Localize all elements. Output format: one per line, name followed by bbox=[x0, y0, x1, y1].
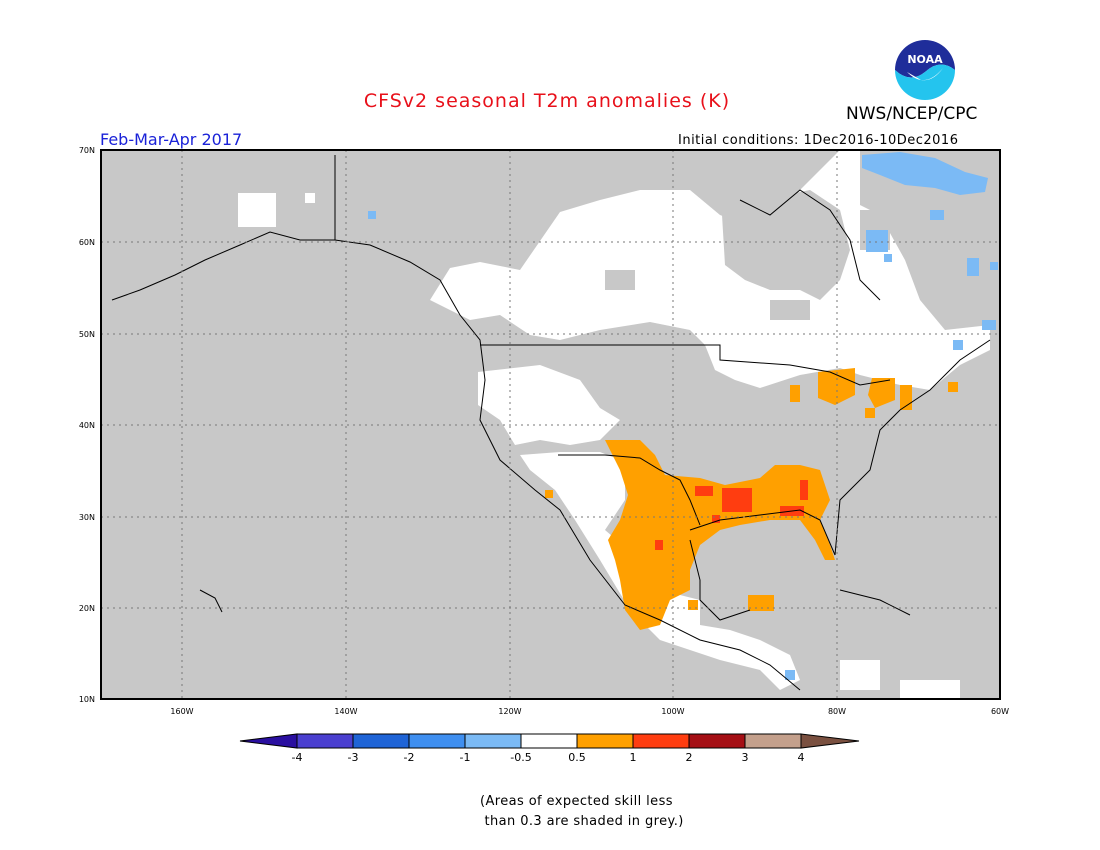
low-skill-patches bbox=[605, 190, 890, 320]
lon-label: 80W bbox=[828, 707, 846, 716]
legend-tick-label: 4 bbox=[798, 751, 805, 764]
lon-label: 60W bbox=[991, 707, 1009, 716]
legend-swatch bbox=[576, 733, 634, 749]
noaa-logo: NOAA bbox=[895, 40, 955, 100]
below-normal-areas bbox=[368, 152, 998, 680]
lon-label: 160W bbox=[170, 707, 193, 716]
strong-above-normal-areas bbox=[655, 480, 808, 550]
lon-label: 100W bbox=[661, 707, 684, 716]
skill-note-line: than 0.3 are shaded in grey.) bbox=[480, 814, 684, 829]
legend-tick-label: 1 bbox=[630, 751, 637, 764]
agency-label: NWS/NCEP/CPC bbox=[846, 104, 978, 124]
legend-swatch bbox=[520, 733, 578, 749]
map-frame bbox=[100, 149, 1001, 700]
lat-label: 30N bbox=[79, 513, 95, 522]
lon-label: 120W bbox=[498, 707, 521, 716]
legend-swatch bbox=[296, 733, 354, 749]
lat-label: 70N bbox=[79, 146, 95, 155]
skill-note: (Areas of expected skill less than 0.3 a… bbox=[480, 792, 684, 832]
map-title: CFSv2 seasonal T2m anomalies (K) bbox=[363, 90, 731, 112]
above-normal-areas bbox=[545, 368, 958, 630]
legend-tick-label: 3 bbox=[742, 751, 749, 764]
svg-text:NOAA: NOAA bbox=[907, 53, 943, 66]
lon-label: 140W bbox=[334, 707, 357, 716]
latitude-labels: 70N 60N 50N 40N 30N 20N 10N bbox=[79, 146, 95, 704]
coastlines bbox=[111, 155, 991, 691]
initial-conditions: Initial conditions: 1Dec2016-10Dec2016 bbox=[678, 133, 959, 148]
longitude-labels: 160W 140W 120W 100W 80W 60W bbox=[170, 707, 1009, 716]
legend-swatch bbox=[688, 733, 746, 749]
legend-swatch bbox=[464, 733, 522, 749]
lat-label: 40N bbox=[79, 421, 95, 430]
legend-tick-label: 2 bbox=[686, 751, 693, 764]
lat-label: 60N bbox=[79, 238, 95, 247]
color-legend: -4 -3 -2 -1 -0.5 0.5 1 2 3 4 bbox=[239, 733, 860, 764]
legend-tick-label: -2 bbox=[404, 751, 415, 764]
legend-swatch bbox=[352, 733, 410, 749]
forecast-period: Feb-Mar-Apr 2017 bbox=[100, 130, 243, 149]
legend-swatch bbox=[408, 733, 466, 749]
skill-note-line: (Areas of expected skill less bbox=[480, 794, 673, 809]
legend-tick-label: 0.5 bbox=[568, 751, 586, 764]
lat-label: 10N bbox=[79, 695, 95, 704]
legend-tick-label: -0.5 bbox=[510, 751, 531, 764]
near-normal-areas bbox=[238, 150, 990, 698]
legend-arrow-low bbox=[239, 733, 298, 749]
map-background bbox=[101, 150, 1000, 699]
lat-label: 20N bbox=[79, 604, 95, 613]
legend-tick-label: -3 bbox=[348, 751, 359, 764]
lat-label: 50N bbox=[79, 330, 95, 339]
graticule bbox=[101, 150, 1000, 699]
legend-tick-label: -1 bbox=[460, 751, 471, 764]
legend-arrow-high bbox=[800, 733, 860, 749]
legend-swatch bbox=[744, 733, 802, 749]
legend-swatch bbox=[632, 733, 690, 749]
legend-tick-label: -4 bbox=[292, 751, 303, 764]
